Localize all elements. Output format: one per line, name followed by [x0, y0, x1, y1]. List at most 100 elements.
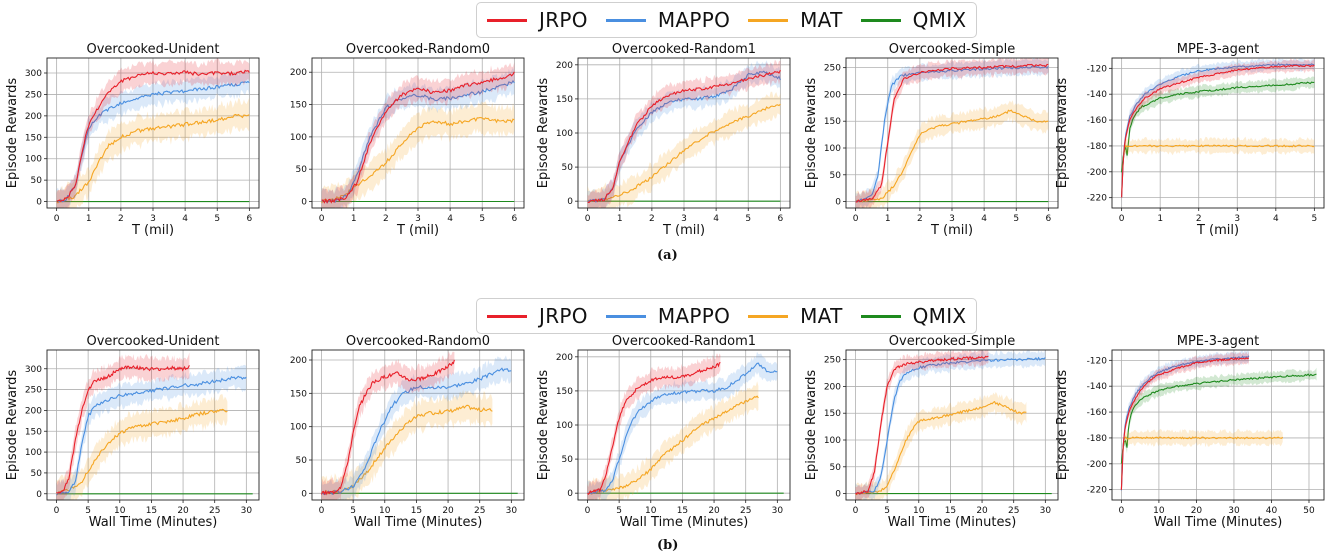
y-tick-label: 50	[296, 456, 308, 466]
legend-swatch-qmix	[860, 18, 901, 22]
chart-panel-overcooked-unident: 0 5 10 15 20 25 30050100150200250300Overcooked…	[5, 334, 260, 530]
legend-item-jrpo: JRPO	[487, 8, 588, 32]
x-tick-label: 4	[713, 214, 719, 224]
y-tick-label: 0	[36, 198, 42, 208]
y-tick-label: 250	[25, 90, 42, 100]
x-tick-label: 30	[772, 506, 784, 516]
legend-label-jrpo: JRPO	[539, 8, 588, 32]
y-tick-label: -180	[1087, 142, 1108, 152]
x-tick-label: 20	[976, 506, 988, 516]
legend-label-mat: MAT	[800, 304, 843, 328]
series-line-mat	[1121, 144, 1315, 198]
y-tick-label: 100	[824, 144, 841, 154]
plot-area	[56, 352, 253, 500]
y-tick-label: 0	[301, 198, 307, 208]
y-tick-label: 0	[835, 490, 841, 500]
y-tick-label: 100	[824, 436, 841, 446]
x-tick-label: 20	[442, 506, 454, 516]
legend-item-qmix: QMIX	[860, 8, 967, 32]
y-tick-label: 150	[824, 117, 841, 127]
chart-title: Overcooked-Simple	[889, 42, 1015, 57]
x-axis-label: Wall Time (Minutes)	[620, 515, 749, 530]
band-mat	[1121, 136, 1315, 203]
y-tick-label: 300	[25, 69, 42, 79]
y-tick-label: -140	[1087, 90, 1108, 100]
x-tick-label: 2	[383, 214, 389, 224]
band-mappo	[56, 68, 250, 208]
x-tick-label: 10	[114, 506, 126, 516]
y-tick-label: -120	[1087, 356, 1108, 366]
band-mat	[56, 97, 250, 208]
y-tick-label: 200	[556, 61, 573, 71]
series-line-mappo	[56, 375, 247, 496]
band-mat	[587, 381, 759, 500]
plot-area	[320, 351, 518, 500]
y-tick-label: -160	[1087, 408, 1108, 418]
series-line-mat	[56, 408, 228, 496]
series-line-jrpo	[56, 364, 190, 494]
x-axis-label: Wall Time (Minutes)	[888, 515, 1017, 530]
band-mat	[321, 389, 493, 500]
band-mat	[587, 91, 781, 208]
x-tick-label: 6	[246, 214, 252, 224]
band-qmix	[1121, 76, 1315, 179]
plot-frame	[1111, 349, 1325, 501]
y-tick-label: 50	[830, 463, 842, 473]
series-line-mat	[587, 103, 781, 203]
y-axis-label: Episode Rewards	[1055, 370, 1070, 481]
x-tick-label: 0	[1119, 506, 1125, 516]
plot-area	[855, 350, 1052, 500]
legend-bottom: JRPO MAPPO MAT QMIX	[476, 298, 978, 334]
chart-title: Overcooked-Unident	[87, 334, 220, 349]
plot-area	[587, 59, 781, 208]
x-axis-label: Wall Time (Minutes)	[89, 515, 218, 530]
chart-panel-overcooked-random0: 0 1 2 3 4 5 6 0 50 100 150 200 Overcooked-Random0 T (…	[290, 42, 525, 238]
series-line-mat	[587, 395, 759, 495]
chart-title: Overcooked-Random0	[346, 42, 490, 57]
series-line-qmix	[1121, 81, 1315, 173]
legend-swatch-mappo	[605, 18, 646, 22]
x-tick-label: 30	[1228, 506, 1240, 516]
y-tick-label: 50	[296, 165, 308, 175]
legend-item-jrpo: JRPO	[487, 304, 588, 328]
plot-area	[321, 62, 515, 208]
y-tick-label: 0	[36, 490, 42, 500]
x-tick-label: 3	[1234, 214, 1240, 224]
series-line-mappo	[56, 80, 250, 203]
band-mappo	[56, 364, 247, 500]
x-tick-label: 15	[945, 506, 956, 516]
x-tick-label: 3	[949, 214, 955, 224]
plot-area	[1120, 350, 1317, 496]
x-tick-label: 0	[319, 506, 325, 516]
series-line-mappo	[321, 79, 515, 204]
y-tick-label: 100	[556, 421, 573, 431]
caption-b: (b)	[657, 538, 679, 553]
x-tick-label: 0	[54, 214, 60, 224]
series-line-mappo	[855, 356, 1046, 495]
y-axis-label: Episode Rewards	[5, 370, 20, 481]
y-axis-label: Episode Rewards	[1055, 78, 1070, 189]
legend-label-jrpo: JRPO	[539, 304, 588, 328]
y-tick-label: 250	[824, 356, 841, 366]
plot-area	[56, 58, 250, 208]
y-tick-label: 200	[824, 90, 841, 100]
band-mappo	[855, 350, 1046, 500]
y-tick-label: 0	[567, 197, 573, 207]
chart-panel-overcooked-random1: 0 1 2 3 4 5 6 0 50 100 150 200 Overcooked-Random1 T (…	[536, 42, 791, 238]
y-tick-label: 100	[25, 448, 42, 458]
y-tick-label: 50	[31, 176, 43, 186]
x-tick-label: 25	[1008, 506, 1019, 516]
chart-title: Overcooked-Random1	[612, 42, 756, 57]
plot-area	[1121, 58, 1315, 205]
series-line-mat	[321, 116, 515, 204]
y-tick-label: 150	[556, 95, 573, 105]
band-mat	[1121, 428, 1283, 496]
band-mat	[56, 394, 228, 500]
legend-swatch-mat	[748, 314, 789, 318]
y-tick-label: 200	[824, 382, 841, 392]
band-jrpo	[56, 352, 190, 500]
chart-panel-overcooked-random0: 0 5 10 15 20 25 30 0 50 100 150 200 Overcooked-Rando…	[290, 334, 525, 530]
x-tick-label: 4	[1273, 214, 1279, 224]
x-tick-label: 1	[885, 214, 891, 224]
